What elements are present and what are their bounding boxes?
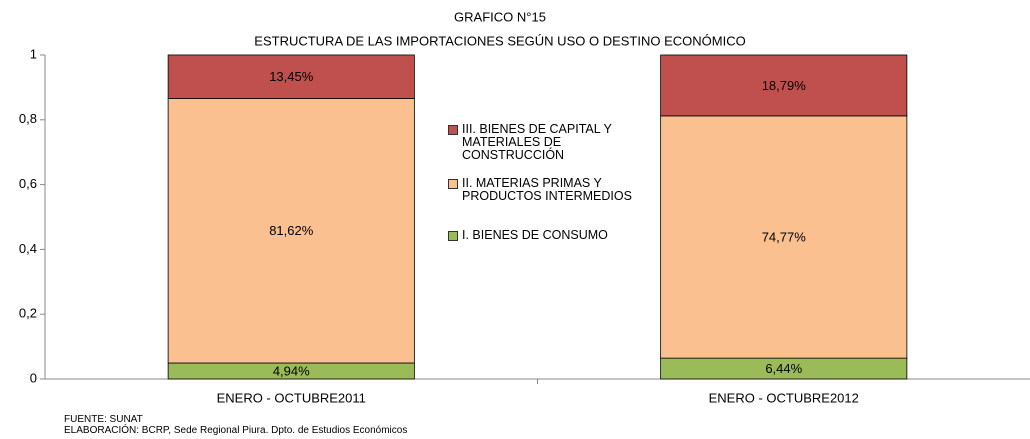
legend-swatch xyxy=(448,179,458,189)
legend-swatch xyxy=(448,231,458,241)
data-label: 81,62% xyxy=(269,223,314,238)
bar-segment xyxy=(660,115,908,359)
legend-label: I. BIENES DE CONSUMO xyxy=(462,228,608,242)
legend-swatch xyxy=(448,125,458,135)
y-tick-label: 0,8 xyxy=(19,111,37,126)
footnote: ELABORACIÓN: BCRP, Sede Regional Piura. … xyxy=(64,425,408,436)
legend-entry: I. BIENES DE CONSUMO xyxy=(448,229,653,242)
data-label: 74,77% xyxy=(762,229,807,244)
chart-subtitle: ESTRUCTURA DE LAS IMPORTACIONES SEGÚN US… xyxy=(254,33,745,48)
legend-entry: II. MATERIAS PRIMAS Y PRODUCTOS INTERMED… xyxy=(448,177,653,203)
legend-entry: III. BIENES DE CAPITAL Y MATERIALES DE C… xyxy=(448,123,653,162)
y-tick-label: 1 xyxy=(30,46,37,61)
data-label: 6,44% xyxy=(765,361,802,376)
data-label: 4,94% xyxy=(273,363,310,378)
y-tick-label: 0,4 xyxy=(19,241,37,256)
bar-segment xyxy=(660,54,908,117)
y-tick-label: 0,6 xyxy=(19,176,37,191)
bar-segment xyxy=(167,54,415,99)
chart-title: GRAFICO N°15 xyxy=(454,9,546,24)
y-tick-label: 0,2 xyxy=(19,306,37,321)
y-tick-label: 0 xyxy=(30,370,37,385)
x-tick-label: ENERO - OCTUBRE2011 xyxy=(217,390,366,405)
footnote: FUENTE: SUNAT xyxy=(64,414,143,425)
data-label: 13,45% xyxy=(269,69,314,84)
legend-label: III. BIENES DE CAPITAL Y MATERIALES DE C… xyxy=(462,122,612,162)
data-label: 18,79% xyxy=(762,78,807,93)
bar-segment xyxy=(167,98,415,364)
x-tick-label: ENERO - OCTUBRE2012 xyxy=(709,390,859,405)
legend-label: II. MATERIAS PRIMAS Y PRODUCTOS INTERMED… xyxy=(462,176,632,203)
